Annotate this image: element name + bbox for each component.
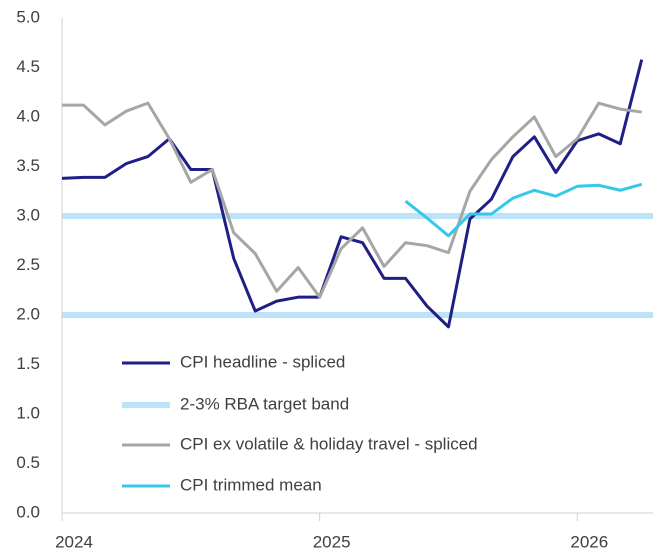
- y-tick-label: 0.5: [16, 453, 40, 472]
- y-tick-label: 1.0: [16, 403, 40, 422]
- y-tick-label: 4.5: [16, 57, 40, 76]
- y-tick-label: 2.0: [16, 304, 40, 323]
- legend-label: 2-3% RBA target band: [180, 394, 349, 413]
- y-tick-label: 2.5: [16, 255, 40, 274]
- legend-label: CPI ex volatile & holiday travel - splic…: [180, 434, 478, 453]
- y-tick-label: 4.0: [16, 106, 40, 125]
- y-tick-label: 3.0: [16, 205, 40, 224]
- x-tick-label: 2024: [55, 532, 93, 551]
- x-tick-label: 2025: [313, 532, 351, 551]
- series-line: [61, 59, 644, 329]
- legend-label: CPI headline - spliced: [180, 352, 345, 371]
- y-tick-label: 5.0: [16, 7, 40, 26]
- x-tick-label: 2026: [570, 532, 608, 551]
- y-tick-label: 1.5: [16, 354, 40, 373]
- legend-label: CPI trimmed mean: [180, 475, 322, 494]
- y-tick-label: 0.0: [16, 502, 40, 521]
- y-tick-label: 3.5: [16, 156, 40, 175]
- series-line: [62, 101, 642, 299]
- series-line: [404, 182, 643, 238]
